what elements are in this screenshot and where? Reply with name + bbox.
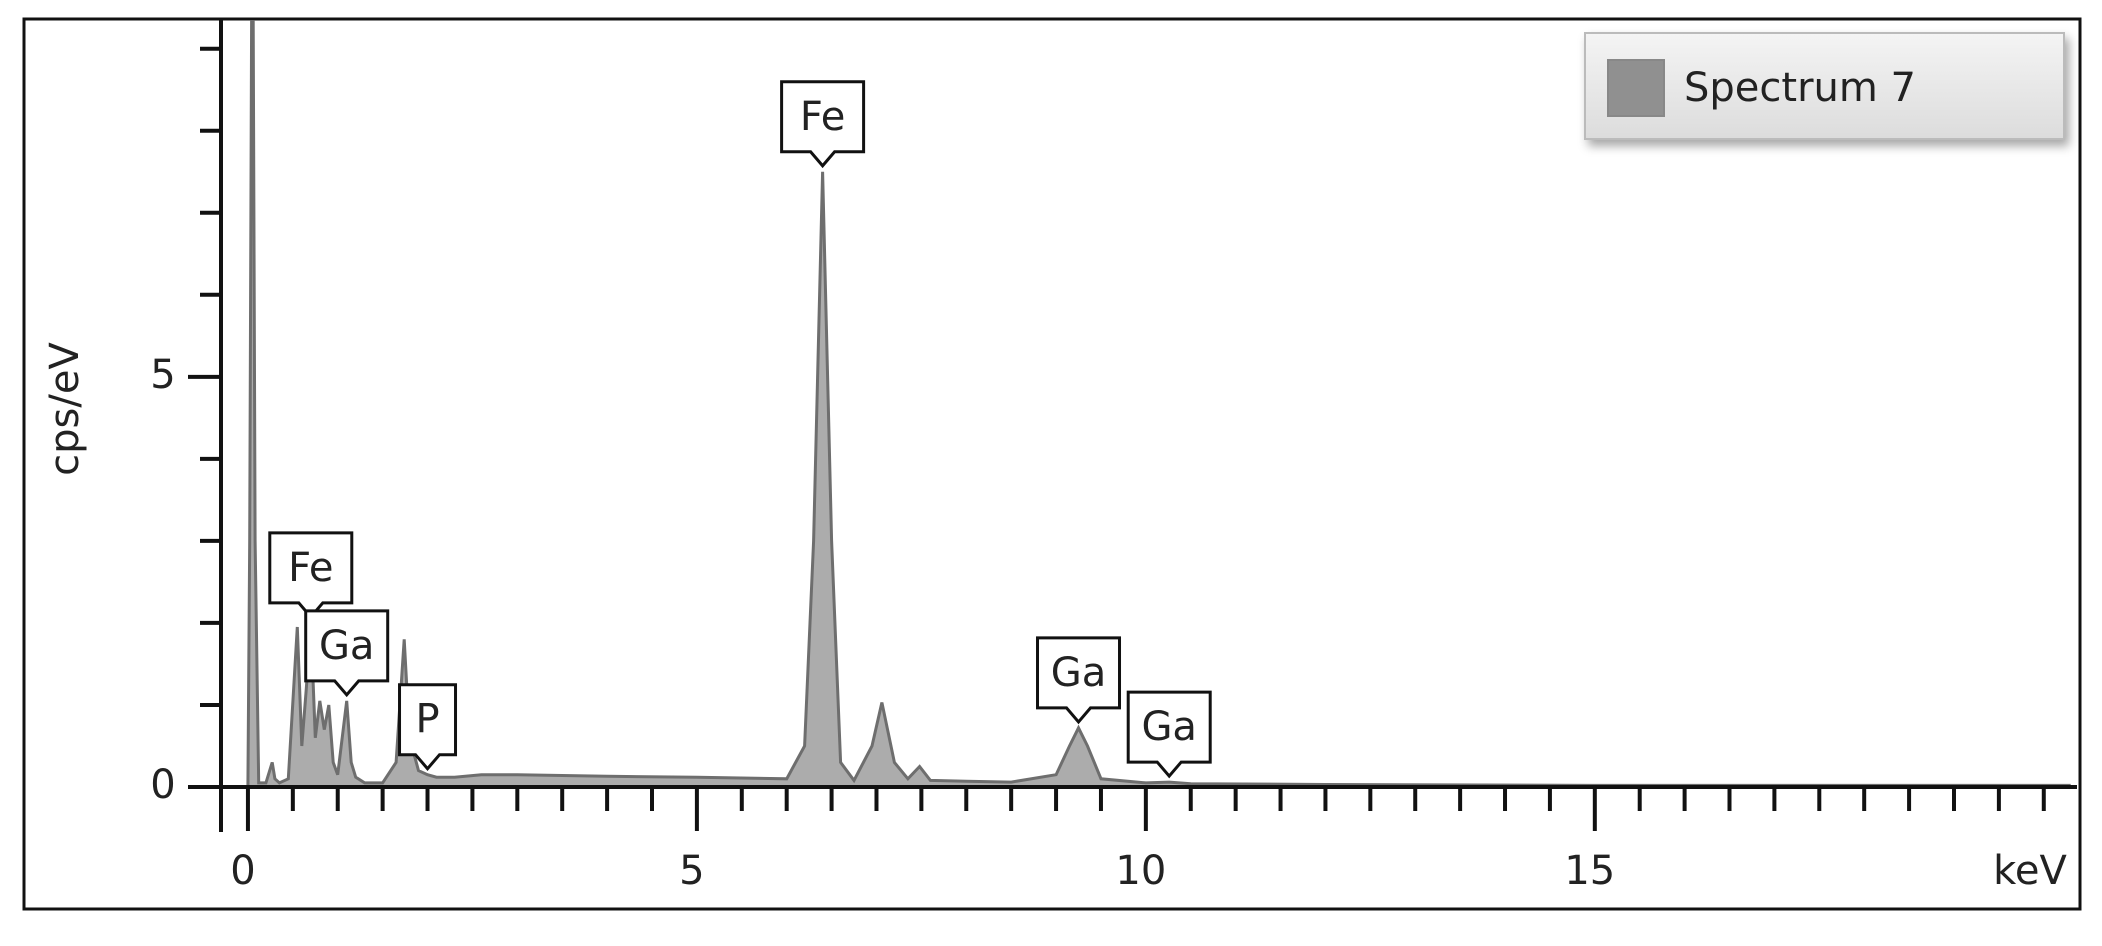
peak-label: Ga — [1051, 650, 1107, 696]
peak-label: Ga — [1141, 704, 1197, 750]
peak-label: Fe — [800, 94, 845, 140]
peak-marker — [780, 80, 866, 169]
peak-label: Ga — [319, 623, 375, 669]
x-axis-label: keV — [1993, 848, 2067, 894]
legend-label: Spectrum 7 — [1684, 65, 1916, 111]
y-tick-label: 0 — [150, 762, 175, 808]
x-tick-label: 15 — [1564, 848, 1615, 894]
legend-swatch — [1607, 59, 1665, 117]
peak-label: Fe — [288, 545, 333, 591]
frame — [22, 17, 2082, 911]
y-axis-label: cps/eV — [42, 342, 88, 476]
peak-marker — [1036, 636, 1122, 725]
plot: 0 5 10 15 0 5 Fe Ga P Fe Ga Ga — [150, 20, 2077, 894]
x-tick-label: 5 — [679, 848, 704, 894]
peak-marker — [304, 609, 390, 698]
x-tick-label: 0 — [230, 848, 255, 894]
peak-marker — [1126, 690, 1212, 779]
spectrum-line — [246, 20, 2071, 787]
x-tick-label: 10 — [1115, 848, 1166, 894]
y-tick-label: 5 — [150, 352, 175, 398]
peak-label: P — [415, 697, 439, 743]
peak-marker — [398, 683, 458, 771]
